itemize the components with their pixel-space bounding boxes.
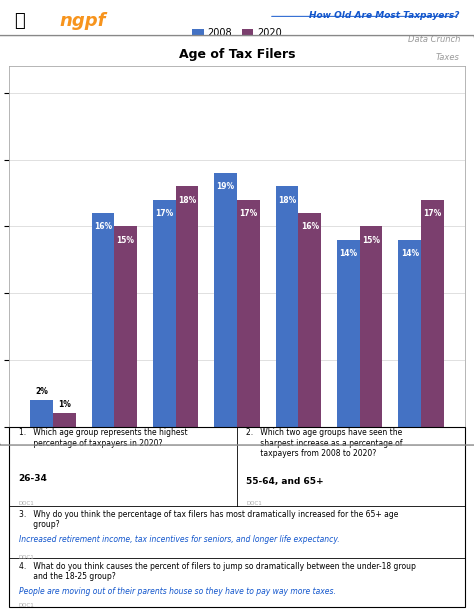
- Text: 16%: 16%: [301, 223, 319, 231]
- Text: 18%: 18%: [178, 196, 196, 205]
- Text: 17%: 17%: [423, 209, 442, 218]
- Text: How Old Are Most Taxpayers?: How Old Are Most Taxpayers?: [310, 11, 460, 20]
- Text: 17%: 17%: [239, 209, 257, 218]
- Text: DOC1: DOC1: [18, 555, 34, 560]
- Text: People are moving out of their parents house so they have to pay way more taxes.: People are moving out of their parents h…: [18, 587, 336, 596]
- Bar: [114, 226, 137, 427]
- Bar: [421, 200, 444, 427]
- Bar: [30, 400, 53, 427]
- Bar: [360, 226, 383, 427]
- Text: ngpf: ngpf: [60, 12, 106, 30]
- Text: 4.   What do you think causes the percent of filers to jump so dramatically betw: 4. What do you think causes the percent …: [18, 562, 415, 581]
- Text: 15%: 15%: [117, 236, 135, 245]
- Bar: [153, 200, 176, 427]
- Bar: [91, 213, 114, 427]
- Text: 17%: 17%: [155, 209, 173, 218]
- Text: DOC1: DOC1: [246, 501, 262, 506]
- Bar: [298, 213, 321, 427]
- Bar: [176, 186, 198, 427]
- Text: 14%: 14%: [339, 249, 357, 258]
- Text: 26-34: 26-34: [18, 473, 47, 482]
- Text: Taxes: Taxes: [436, 53, 460, 62]
- X-axis label: Age: Age: [228, 451, 246, 460]
- Bar: [276, 186, 298, 427]
- Text: Data Crunch: Data Crunch: [408, 35, 460, 44]
- Text: 1%: 1%: [58, 400, 71, 409]
- Bar: [214, 173, 237, 427]
- Text: 1.   Which age group represents the highest
      percentage of taxpayers in 202: 1. Which age group represents the highes…: [18, 428, 187, 448]
- Title: Age of Tax Filers: Age of Tax Filers: [179, 48, 295, 61]
- Text: 16%: 16%: [94, 223, 112, 231]
- Text: DOC1: DOC1: [18, 501, 34, 506]
- Text: 18%: 18%: [278, 196, 296, 205]
- Legend: 2008, 2020: 2008, 2020: [188, 24, 286, 42]
- Text: 14%: 14%: [401, 249, 419, 258]
- Text: 55-64, and 65+: 55-64, and 65+: [246, 477, 324, 486]
- Text: 2%: 2%: [35, 387, 48, 396]
- Text: 3.   Why do you think the percentage of tax filers has most dramatically increas: 3. Why do you think the percentage of ta…: [18, 509, 398, 529]
- Bar: [337, 240, 360, 427]
- FancyBboxPatch shape: [9, 427, 465, 607]
- Text: 2.   Which two age groups have seen the
      sharpest increase as a percentage : 2. Which two age groups have seen the sh…: [246, 428, 402, 459]
- Bar: [237, 200, 260, 427]
- Text: 15%: 15%: [362, 236, 380, 245]
- Bar: [399, 240, 421, 427]
- Text: 19%: 19%: [217, 182, 235, 191]
- Text: DOC1: DOC1: [18, 603, 34, 608]
- Text: 🎓: 🎓: [14, 12, 25, 30]
- Text: Increased retirement income, tax incentives for seniors, and longer life expecta: Increased retirement income, tax incenti…: [18, 535, 339, 544]
- Bar: [53, 413, 75, 427]
